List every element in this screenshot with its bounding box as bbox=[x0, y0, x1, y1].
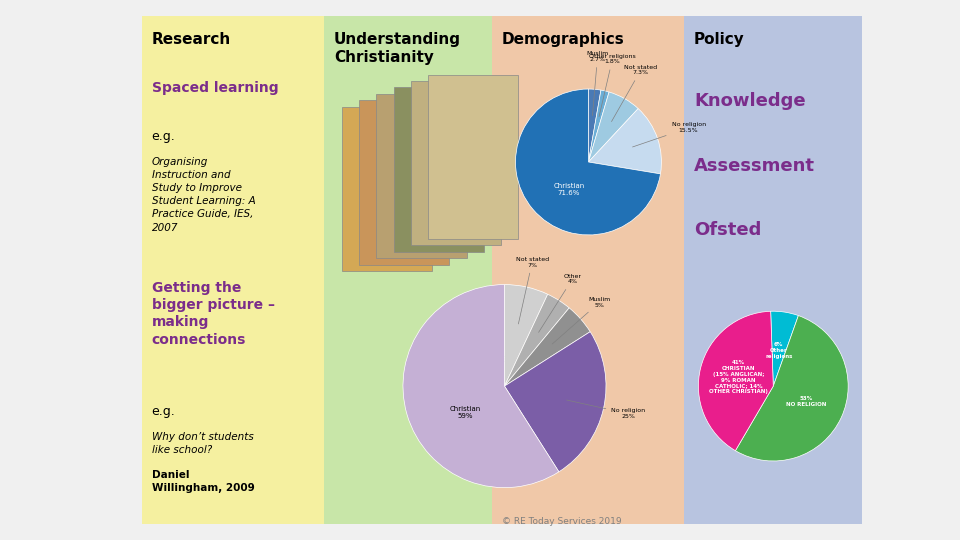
Text: Not stated
7.3%: Not stated 7.3% bbox=[612, 65, 658, 122]
Text: Other religions
1.8%: Other religions 1.8% bbox=[589, 53, 636, 117]
Text: No religion
25%: No religion 25% bbox=[566, 400, 645, 419]
Bar bbox=[684, 16, 862, 524]
Text: © RE Today Services 2019: © RE Today Services 2019 bbox=[502, 517, 622, 526]
Wedge shape bbox=[403, 285, 559, 488]
FancyBboxPatch shape bbox=[394, 87, 484, 252]
Wedge shape bbox=[588, 90, 609, 162]
Text: Knowledge: Knowledge bbox=[694, 92, 805, 110]
Wedge shape bbox=[516, 89, 660, 235]
Text: 6%
Other
religions: 6% Other religions bbox=[765, 342, 792, 359]
Bar bbox=[492, 16, 684, 524]
Text: Other
4%: Other 4% bbox=[539, 274, 582, 332]
Text: Understanding
Christianity: Understanding Christianity bbox=[334, 32, 461, 65]
Text: Christian
59%: Christian 59% bbox=[450, 406, 481, 419]
Bar bbox=[142, 16, 324, 524]
Text: Muslim
2.7%: Muslim 2.7% bbox=[587, 51, 609, 116]
Text: Not stated
7%: Not stated 7% bbox=[516, 257, 549, 324]
FancyBboxPatch shape bbox=[359, 100, 449, 265]
Wedge shape bbox=[505, 332, 606, 472]
Text: Why don’t students
like school?: Why don’t students like school? bbox=[152, 432, 253, 455]
Wedge shape bbox=[771, 311, 799, 386]
Text: e.g.: e.g. bbox=[152, 130, 176, 143]
Text: Organising
Instruction and
Study to Improve
Student Learning: A
Practice Guide, : Organising Instruction and Study to Impr… bbox=[152, 157, 255, 233]
Text: Christian
71.6%: Christian 71.6% bbox=[553, 183, 585, 196]
Text: Demographics: Demographics bbox=[502, 32, 625, 48]
Wedge shape bbox=[504, 285, 548, 386]
Text: e.g.: e.g. bbox=[152, 405, 176, 418]
Text: Policy: Policy bbox=[694, 32, 745, 48]
Wedge shape bbox=[588, 92, 638, 162]
Wedge shape bbox=[699, 311, 774, 451]
Wedge shape bbox=[588, 109, 661, 174]
Bar bbox=[324, 16, 492, 524]
Text: Spaced learning: Spaced learning bbox=[152, 81, 278, 95]
Text: Research: Research bbox=[152, 32, 231, 48]
Text: Getting the
bigger picture –
making
connections: Getting the bigger picture – making conn… bbox=[152, 281, 275, 347]
Text: Census 2001: Census 2001 bbox=[480, 354, 551, 363]
Wedge shape bbox=[505, 308, 590, 386]
Text: Muslim
5%: Muslim 5% bbox=[552, 297, 611, 344]
FancyBboxPatch shape bbox=[411, 81, 501, 245]
Bar bbox=[329, 54, 488, 281]
Text: Assessment: Assessment bbox=[694, 157, 815, 174]
Text: 53%
NO RELIGION: 53% NO RELIGION bbox=[785, 396, 826, 407]
Wedge shape bbox=[735, 315, 849, 461]
FancyBboxPatch shape bbox=[342, 107, 432, 271]
Text: Ofsted: Ofsted bbox=[694, 221, 761, 239]
FancyBboxPatch shape bbox=[428, 75, 518, 239]
Wedge shape bbox=[588, 89, 601, 162]
FancyBboxPatch shape bbox=[376, 94, 467, 258]
Text: No religion
15.5%: No religion 15.5% bbox=[633, 123, 706, 147]
Text: 41%
CHRISTIAN
(15% ANGLICAN;
9% ROMAN
CATHOLIC; 14%
OTHER CHRISTIAN): 41% CHRISTIAN (15% ANGLICAN; 9% ROMAN CA… bbox=[709, 360, 768, 394]
Text: Daniel
Willingham, 2009: Daniel Willingham, 2009 bbox=[152, 470, 254, 493]
Wedge shape bbox=[505, 294, 569, 386]
